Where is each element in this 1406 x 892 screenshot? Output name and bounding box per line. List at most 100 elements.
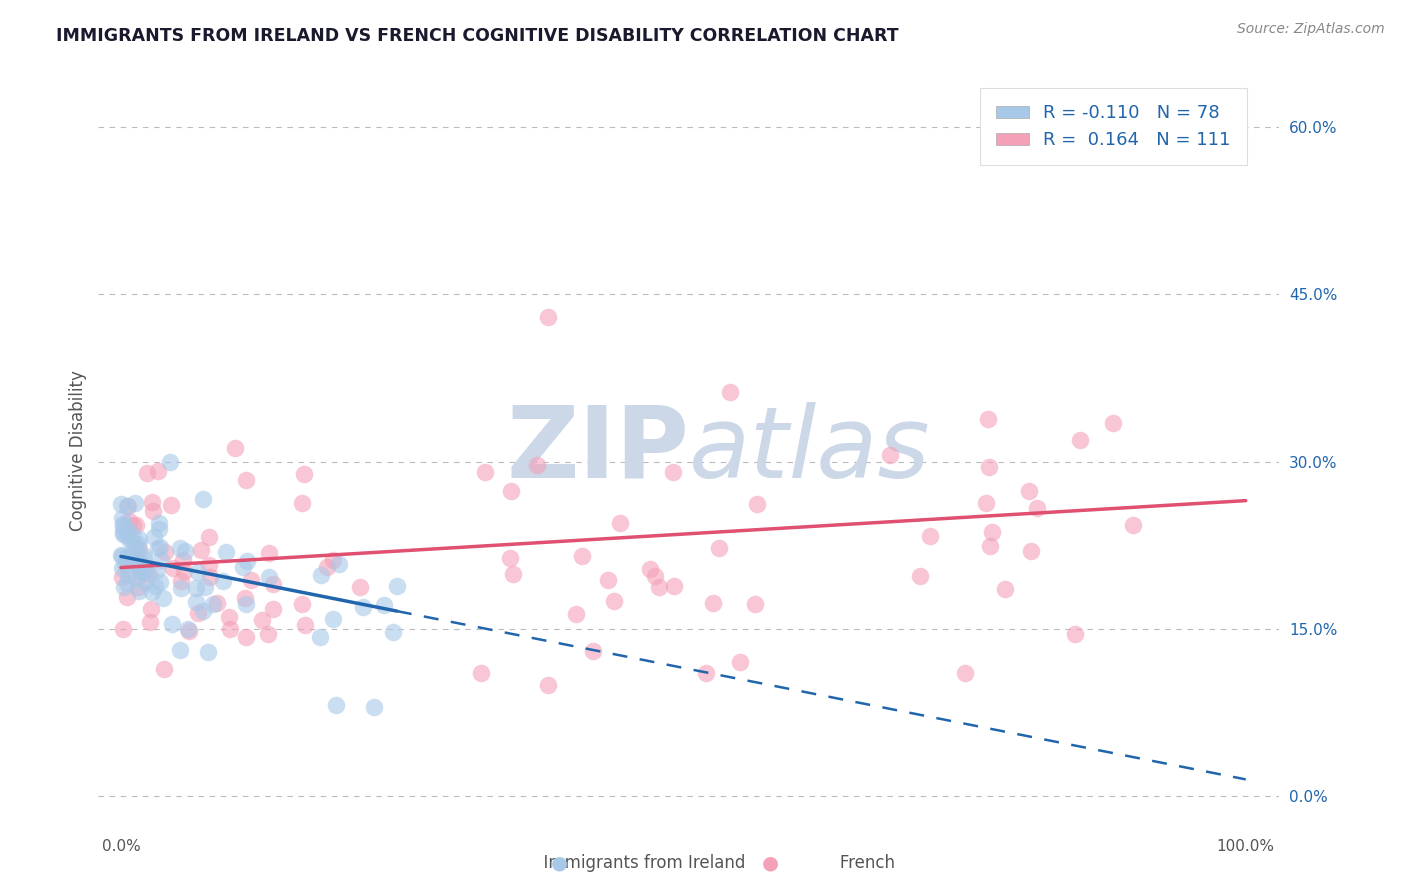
Point	[114, 558, 136, 572]
Point	[169, 541, 191, 556]
Point	[728, 655, 751, 669]
Point	[908, 568, 931, 582]
Point	[197, 558, 219, 573]
Point	[1122, 518, 1144, 533]
Point	[1018, 484, 1040, 499]
Point	[349, 580, 371, 594]
Point	[571, 549, 593, 563]
Point	[598, 573, 620, 587]
Point	[127, 537, 149, 551]
Point	[502, 566, 524, 581]
Point	[363, 699, 385, 714]
Point	[537, 310, 560, 324]
Point	[1025, 500, 1047, 515]
Text: ●: ●	[762, 854, 779, 872]
Text: Immigrants from Ireland                  French: Immigrants from Ireland French	[512, 855, 894, 872]
Point	[177, 624, 200, 638]
Point	[128, 584, 150, 599]
Point	[291, 496, 314, 510]
Point	[240, 573, 263, 587]
Point	[250, 613, 273, 627]
Point	[979, 539, 1001, 553]
Point	[385, 579, 408, 593]
Point	[146, 564, 169, 578]
Point	[138, 567, 160, 582]
Point	[149, 553, 172, 567]
Point	[125, 570, 148, 584]
Point	[194, 580, 217, 594]
Point	[184, 595, 207, 609]
Text: IMMIGRANTS FROM IRELAND VS FRENCH COGNITIVE DISABILITY CORRELATION CHART: IMMIGRANTS FROM IRELAND VS FRENCH COGNIT…	[56, 27, 898, 45]
Point	[148, 464, 170, 478]
Point	[121, 528, 143, 542]
Point	[1102, 416, 1125, 430]
Point	[173, 564, 195, 578]
Point	[235, 597, 257, 611]
Point	[202, 597, 225, 611]
Point	[127, 580, 149, 594]
Point	[718, 384, 741, 399]
Text: ZIP: ZIP	[506, 402, 689, 499]
Point	[328, 557, 350, 571]
Point	[112, 580, 135, 594]
Point	[315, 560, 337, 574]
Point	[128, 563, 150, 577]
Point	[311, 568, 333, 582]
Point	[638, 562, 661, 576]
Point	[111, 569, 134, 583]
Point	[186, 581, 208, 595]
Point	[470, 666, 492, 681]
Point	[128, 532, 150, 546]
Point	[257, 546, 280, 560]
Point	[115, 528, 138, 542]
Point	[112, 524, 135, 539]
Point	[994, 582, 1017, 596]
Point	[124, 518, 146, 533]
Point	[262, 602, 284, 616]
Point	[709, 541, 731, 555]
Point	[582, 644, 605, 658]
Point	[146, 541, 169, 555]
Point	[648, 580, 671, 594]
Point	[148, 522, 170, 536]
Point	[980, 524, 1002, 539]
Point	[373, 598, 395, 612]
Point	[135, 466, 157, 480]
Point	[127, 556, 149, 570]
Point	[121, 544, 143, 558]
Text: ●: ●	[551, 854, 568, 872]
Point	[124, 496, 146, 510]
Point	[232, 560, 254, 574]
Point	[977, 459, 1000, 474]
Point	[918, 528, 941, 542]
Text: Source: ZipAtlas.com: Source: ZipAtlas.com	[1237, 22, 1385, 37]
Text: atlas: atlas	[689, 402, 931, 499]
Point	[236, 554, 259, 568]
Point	[110, 548, 132, 562]
Point	[219, 622, 242, 636]
Point	[172, 553, 194, 567]
Point	[205, 596, 228, 610]
Point	[218, 610, 240, 624]
Point	[143, 579, 166, 593]
Point	[309, 630, 332, 644]
Point	[111, 549, 134, 563]
Point	[132, 552, 155, 566]
Point	[134, 564, 156, 578]
Point	[128, 542, 150, 557]
Point	[148, 516, 170, 531]
Point	[191, 604, 214, 618]
Point	[352, 599, 374, 614]
Point	[117, 499, 139, 513]
Point	[170, 574, 193, 589]
Point	[152, 591, 174, 606]
Point	[235, 473, 257, 487]
Point	[112, 516, 135, 531]
Point	[115, 551, 138, 566]
Point	[121, 518, 143, 533]
Point	[1021, 544, 1043, 558]
Point	[235, 630, 257, 644]
Point	[294, 618, 316, 632]
Point	[1063, 626, 1085, 640]
Point	[603, 594, 626, 608]
